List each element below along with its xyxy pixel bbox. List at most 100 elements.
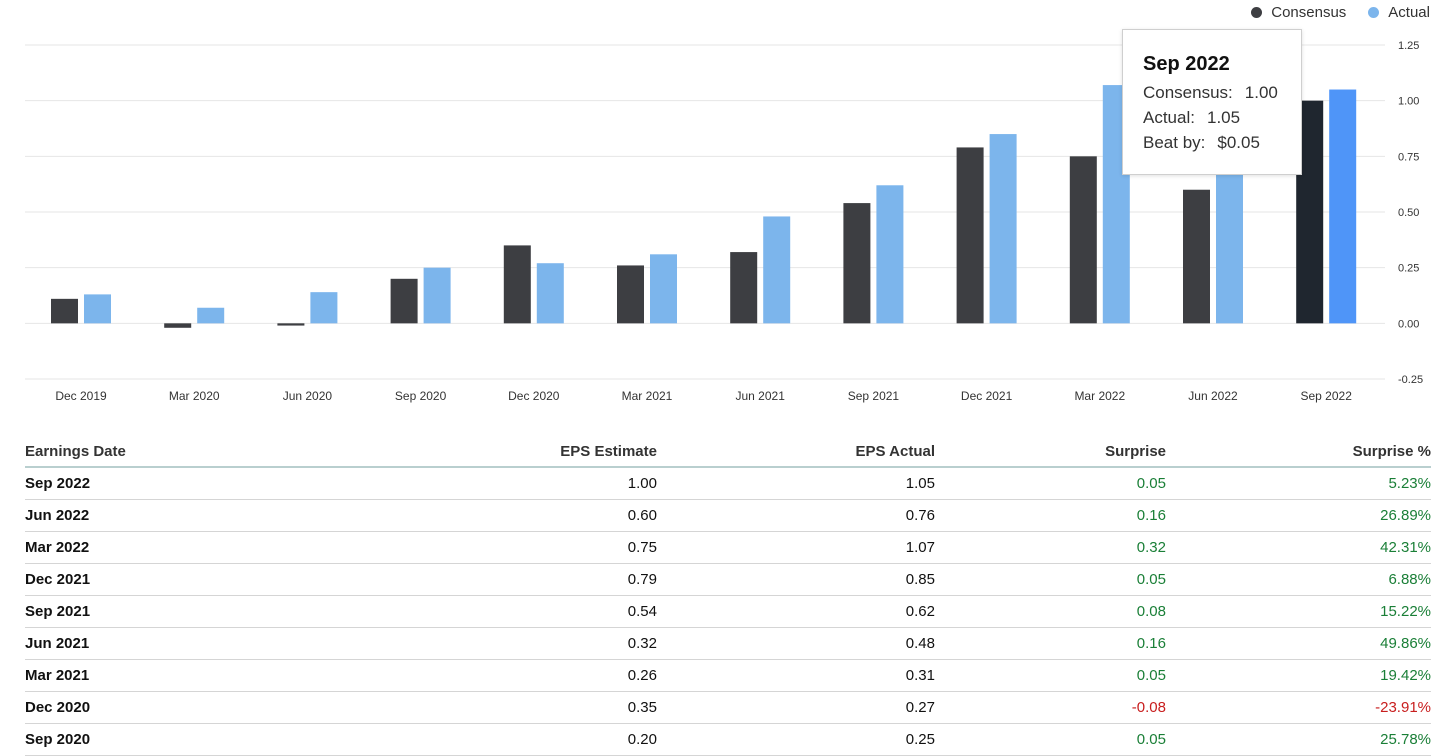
- actual-bar-jun-2021[interactable]: [763, 216, 791, 324]
- table-row: Jun 2022 0.60 0.76 0.16 26.89%: [25, 499, 1431, 532]
- earnings-table: Earnings Date EPS Estimate EPS Actual Su…: [25, 436, 1431, 756]
- y-tick-label: 0.75: [1398, 151, 1419, 163]
- actual-bar-sep-2021[interactable]: [876, 185, 904, 324]
- actual-bar-dec-2019[interactable]: [84, 294, 111, 324]
- cell-surprise: 0.16: [935, 499, 1166, 532]
- consensus-bar-jun-2020[interactable]: [277, 323, 305, 326]
- header-surprise-pct[interactable]: Surprise %: [1166, 436, 1431, 468]
- cell-earnings-date: Sep 2022: [25, 467, 355, 500]
- cell-eps-estimate: 0.60: [355, 499, 657, 532]
- legend-label-actual: Actual: [1388, 4, 1430, 21]
- consensus-bar-dec-2019[interactable]: [51, 298, 78, 324]
- legend-dot-actual-icon: [1368, 7, 1380, 18]
- chart-tooltip: Sep 2022 Consensus: 1.00 Actual: 1.05 Beat…: [1122, 29, 1302, 175]
- actual-bar-sep-2022[interactable]: [1329, 89, 1357, 324]
- tooltip-consensus-label: Consensus:: [1143, 83, 1233, 102]
- x-tick-label: Jun 2020: [283, 389, 333, 403]
- y-tick-label: 0.25: [1398, 263, 1419, 275]
- cell-surprise: 0.08: [935, 595, 1166, 628]
- actual-bar-dec-2021[interactable]: [989, 134, 1017, 324]
- cell-surprise-pct: 15.22%: [1166, 595, 1431, 628]
- cell-earnings-date: Sep 2020: [25, 723, 355, 756]
- cell-surprise-pct: 42.31%: [1166, 531, 1431, 564]
- cell-eps-actual: 0.31: [657, 659, 935, 692]
- y-tick-label: 0.50: [1398, 207, 1419, 219]
- cell-eps-actual: 0.76: [657, 499, 935, 532]
- actual-bar-jun-2020[interactable]: [310, 292, 338, 324]
- tooltip-beat-row: Beat by: $0.05: [1143, 130, 1281, 155]
- cell-surprise-pct: 25.78%: [1166, 723, 1431, 756]
- cell-earnings-date: Mar 2022: [25, 531, 355, 564]
- cell-earnings-date: Sep 2021: [25, 595, 355, 628]
- cell-eps-estimate: 0.32: [355, 627, 657, 660]
- consensus-bar-jun-2021[interactable]: [730, 252, 758, 324]
- legend-item-consensus[interactable]: Consensus: [1251, 4, 1346, 21]
- cell-surprise: 0.05: [935, 467, 1166, 500]
- cell-surprise: 0.05: [935, 659, 1166, 692]
- header-eps-estimate[interactable]: EPS Estimate: [355, 436, 657, 468]
- x-tick-label: Sep 2022: [1301, 389, 1353, 403]
- legend-dot-consensus-icon: [1251, 7, 1263, 18]
- cell-surprise-pct: -23.91%: [1166, 691, 1431, 724]
- cell-surprise-pct: 19.42%: [1166, 659, 1431, 692]
- table-row: Sep 2022 1.00 1.05 0.05 5.23%: [25, 467, 1431, 500]
- cell-eps-estimate: 0.20: [355, 723, 657, 756]
- tooltip-consensus-row: Consensus: 1.00: [1143, 80, 1281, 105]
- x-tick-label: Mar 2022: [1074, 389, 1125, 403]
- cell-earnings-date: Dec 2021: [25, 563, 355, 596]
- x-tick-label: Sep 2021: [848, 389, 900, 403]
- x-tick-label: Mar 2021: [622, 389, 673, 403]
- cell-earnings-date: Jun 2022: [25, 499, 355, 532]
- consensus-bar-dec-2020[interactable]: [503, 245, 531, 324]
- cell-surprise: 0.16: [935, 627, 1166, 660]
- consensus-bar-mar-2021[interactable]: [617, 265, 644, 324]
- table-row: Sep 2020 0.20 0.25 0.05 25.78%: [25, 723, 1431, 756]
- header-eps-actual[interactable]: EPS Actual: [657, 436, 935, 468]
- header-earnings-date[interactable]: Earnings Date: [25, 436, 355, 468]
- consensus-bar-mar-2022[interactable]: [1069, 156, 1097, 324]
- cell-eps-actual: 1.07: [657, 531, 935, 564]
- cell-surprise: -0.08: [935, 691, 1166, 724]
- table-body: Sep 2022 1.00 1.05 0.05 5.23% Jun 2022 0.60 0.7…: [25, 467, 1431, 756]
- actual-bar-dec-2020[interactable]: [536, 263, 564, 324]
- consensus-bar-mar-2020[interactable]: [164, 323, 192, 328]
- chart-legend: Consensus Actual: [1251, 4, 1430, 21]
- x-tick-label: Dec 2020: [508, 389, 560, 403]
- legend-item-actual[interactable]: Actual: [1368, 4, 1430, 21]
- cell-surprise-pct: 49.86%: [1166, 627, 1431, 660]
- table-header-row: Earnings Date EPS Estimate EPS Actual Su…: [25, 436, 1431, 468]
- consensus-bar-dec-2021[interactable]: [956, 147, 984, 324]
- cell-surprise: 0.05: [935, 563, 1166, 596]
- actual-bar-sep-2020[interactable]: [423, 267, 451, 324]
- cell-surprise-pct: 5.23%: [1166, 467, 1431, 500]
- header-surprise[interactable]: Surprise: [935, 436, 1166, 468]
- eps-chart: 1.25 1.00 0.75 0.50 0.25 0.00 -0.25 Dec 2019 Mar…: [25, 4, 1430, 403]
- table-row: Sep 2021 0.54 0.62 0.08 15.22%: [25, 595, 1431, 628]
- x-tick-label: Sep 2020: [395, 389, 447, 403]
- tooltip-beat-value: $0.05: [1217, 133, 1260, 152]
- actual-bar-mar-2020[interactable]: [197, 307, 225, 324]
- cell-eps-actual: 1.05: [657, 467, 935, 500]
- legend-label-consensus: Consensus: [1271, 4, 1347, 21]
- actual-bar-jun-2022[interactable]: [1216, 154, 1243, 324]
- table-row: Mar 2021 0.26 0.31 0.05 19.42%: [25, 659, 1431, 692]
- x-tick-label: Dec 2019: [55, 389, 107, 403]
- y-tick-label: -0.25: [1398, 374, 1423, 386]
- consensus-bar-jun-2022[interactable]: [1183, 189, 1210, 324]
- cell-earnings-date: Dec 2020: [25, 691, 355, 724]
- actual-bar-mar-2021[interactable]: [650, 254, 677, 324]
- table-row: Dec 2020 0.35 0.27 -0.08 -23.91%: [25, 691, 1431, 724]
- cell-eps-estimate: 0.26: [355, 659, 657, 692]
- cell-eps-actual: 0.85: [657, 563, 935, 596]
- y-tick-label: 0.00: [1398, 318, 1419, 330]
- consensus-bar-sep-2021[interactable]: [843, 203, 871, 324]
- tooltip-title: Sep 2022: [1143, 53, 1230, 75]
- y-tick-label: 1.25: [1398, 40, 1419, 52]
- cell-eps-estimate: 0.54: [355, 595, 657, 628]
- y-tick-label: 1.00: [1398, 96, 1419, 108]
- cell-eps-estimate: 0.79: [355, 563, 657, 596]
- cell-surprise: 0.05: [935, 723, 1166, 756]
- consensus-bar-sep-2020[interactable]: [390, 278, 418, 324]
- x-tick-label: Jun 2021: [736, 389, 786, 403]
- tooltip-actual-row: Actual: 1.05: [1143, 105, 1281, 130]
